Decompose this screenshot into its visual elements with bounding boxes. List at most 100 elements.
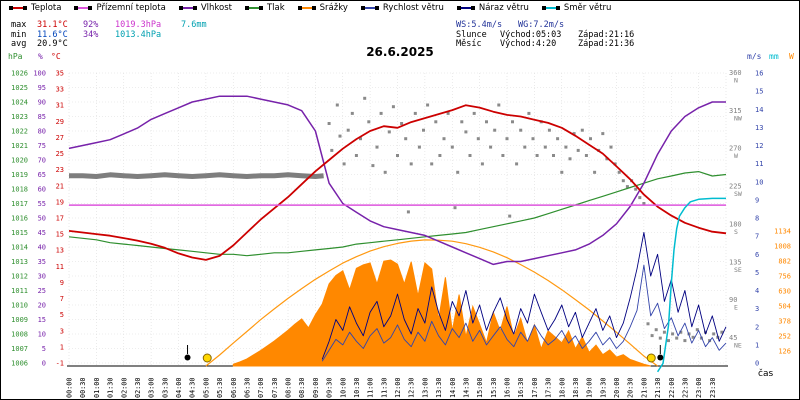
stat-value: 7.6mm [181,20,207,30]
degc-tick: 11 [56,263,64,271]
wind-direction-dot [485,120,488,124]
ms-tick: 8 [755,215,759,223]
ms-axis-header: m/s [747,52,762,61]
wind-direction-dot [621,179,625,183]
wind-direction-dot [409,162,413,166]
time-tick: 10:30 [353,378,361,398]
dir-deg-tick: 315 [729,107,742,115]
astro-row: WS:5.4m/s WG:7.2m/s [456,20,650,31]
stat-value: avg [11,39,27,49]
wind-direction-dot [671,332,675,336]
ms-tick: 11 [755,160,763,168]
pct-tick: 60 [38,186,46,194]
time-tick: 18:30 [572,378,580,398]
time-tick: 05:30 [216,378,224,398]
wind-direction-dot [367,120,371,124]
wind-direction-dot [662,330,666,334]
wind-direction-dot [695,328,699,332]
series-smer-vetru-line [656,197,726,373]
legend-item: Tlak [244,3,285,13]
dir-compass-tick: NW [734,114,742,122]
degc-tick: 25 [56,150,64,158]
pct-tick: 0 [42,360,46,368]
time-tick: 00:30 [79,378,87,398]
watt-tick: 882 [778,258,791,266]
watt-tick: 630 [778,288,791,296]
time-axis-label: čas [758,369,774,379]
pct-tick: 55 [38,200,46,208]
degc-tick: 23 [56,166,64,174]
time-tick: 23:00 [695,378,703,398]
watt-tick: 1008 [774,243,791,251]
dir-deg-tick: 360 [729,69,742,77]
time-tick: 22:00 [668,378,676,398]
time-tick: 08:00 [285,378,293,398]
wind-direction-dot [438,154,442,157]
wind-direction-dot [497,103,501,107]
watt-tick: 252 [778,333,791,341]
time-tick: 17:00 [531,378,539,398]
wind-direction-dot [489,145,493,149]
wind-direction-dot [379,111,383,115]
wind-direction-dot [712,332,716,336]
wind-direction-dot [609,145,613,149]
wind-direction-dot [531,137,535,141]
ms-tick: 12 [755,142,763,150]
pct-tick: 30 [38,273,46,281]
hpa-tick: 1011 [11,287,28,295]
hpa-tick: 1009 [11,316,28,324]
chart-title: 26.6.2025 [366,45,434,59]
time-tick: 01:30 [107,378,115,398]
astro-value: Východ:4:20 [500,39,557,49]
time-tick: 03:30 [161,378,169,398]
moon-marker-icon [184,354,191,361]
stat-row: min 11.6°C 34% 1013.4hPa [11,29,223,41]
ms-tick: 1 [755,341,759,349]
hpa-tick: 1019 [11,171,28,179]
wind-direction-dot [493,128,497,132]
time-tick: 22:30 [681,378,689,398]
time-tick: 02:00 [120,378,128,398]
wind-direction-dot [658,336,662,340]
wind-direction-dot [593,170,597,174]
astro-value: Slunce [456,29,487,40]
wind-direction-dot [363,96,367,100]
wind-direction-dot [464,130,468,134]
legend-item: Směr větru [541,3,611,13]
hpa-tick: 1014 [11,244,28,252]
wind-direction-dot [547,128,551,132]
hpa-tick: 1025 [11,84,28,92]
series-vlhkost [68,95,726,266]
hpa-tick: 1018 [11,186,28,194]
time-tick: 14:30 [462,378,470,398]
ms-tick: 5 [755,269,759,277]
time-tick: 00:00 [66,378,74,398]
stat-value: min [11,29,27,40]
ms-tick: 4 [755,287,759,295]
wind-direction-dot [535,154,539,157]
wind-direction-dot [589,137,592,141]
wind-direction-dot [564,145,568,149]
wind-direction-dot [434,120,438,124]
ms-tick: 7 [755,233,759,241]
degc-tick: 31 [56,102,64,110]
dir-deg-tick: 180 [729,220,742,228]
wind-direction-dot [642,202,646,205]
wind-direction-dot [605,157,609,161]
pct-tick: 20 [38,302,46,310]
wind-direction-dot [515,162,519,166]
wind-direction-dot [338,134,342,138]
wind-direction-dot [511,120,514,124]
pct-tick: 35 [38,258,46,266]
hpa-tick: 1021 [11,142,28,150]
astro-value: Východ:05:03 [500,29,562,40]
watt-tick: 378 [778,318,791,326]
degc-tick: 21 [56,182,64,190]
legend-swatch [297,6,316,10]
pct-tick: 45 [38,229,46,237]
astro-value: Západ:21:36 [578,39,635,49]
wind-direction-dot [387,130,391,134]
hpa-tick: 1023 [11,113,28,121]
wind-direction-dot [383,170,387,174]
time-tick: 09:30 [326,378,334,398]
